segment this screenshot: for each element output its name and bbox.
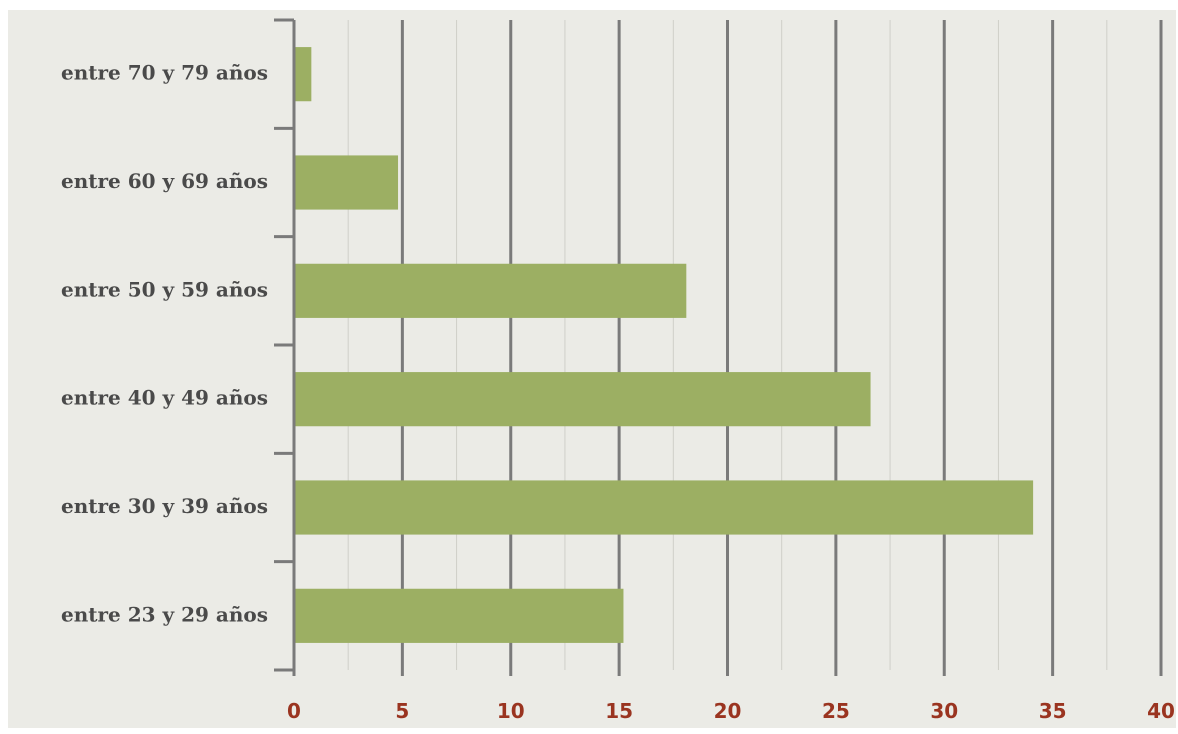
labels: entre 70 y 79 años entre 60 y 69 años entr… <box>61 61 1175 723</box>
bar <box>294 263 687 318</box>
x-tick-label: 0 <box>287 699 301 723</box>
category-label: entre 23 y 29 años <box>61 602 268 626</box>
x-tick-label: 25 <box>822 699 850 723</box>
x-tick-label: 10 <box>497 699 525 723</box>
bar <box>294 155 399 210</box>
category-label: entre 50 y 59 años <box>61 277 268 301</box>
bar <box>294 372 871 427</box>
x-tick-label: 15 <box>605 699 633 723</box>
bar <box>294 588 624 643</box>
axes <box>274 18 296 676</box>
grid-lines <box>293 20 1163 676</box>
category-label: entre 70 y 79 años <box>61 61 268 85</box>
category-label: entre 30 y 39 años <box>61 494 268 518</box>
x-tick-label: 5 <box>395 699 409 723</box>
bars <box>294 47 1034 643</box>
bar <box>294 47 312 102</box>
category-label: entre 40 y 49 años <box>61 386 268 410</box>
category-label: entre 60 y 69 años <box>61 169 268 193</box>
x-tick-label: 35 <box>1039 699 1067 723</box>
x-tick-label: 40 <box>1147 699 1175 723</box>
x-tick-label: 30 <box>930 699 958 723</box>
bar <box>294 480 1034 535</box>
x-tick-label: 20 <box>714 699 742 723</box>
